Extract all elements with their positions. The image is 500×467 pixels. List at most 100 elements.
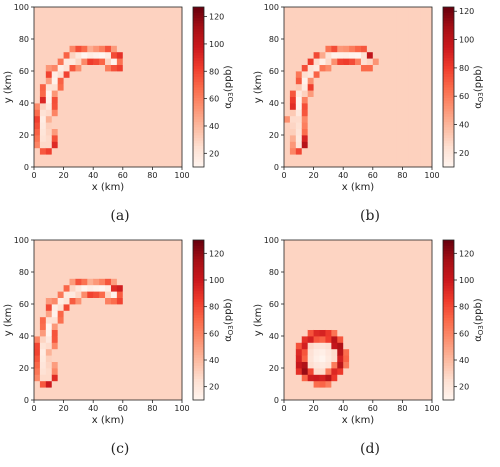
heatmap-cell (57, 58, 64, 65)
heatmap-cell (349, 45, 356, 53)
heatmap-cell (152, 154, 159, 161)
heatmap-cell (128, 342, 136, 350)
heatmap-cell (360, 240, 368, 247)
heatmap-cell (360, 39, 368, 46)
heatmap-cell (396, 310, 403, 318)
heatmap-cell (360, 323, 368, 330)
heatmap-cell (57, 246, 64, 254)
heatmap-cell (408, 380, 415, 388)
colorbar-segment (443, 301, 454, 305)
heatmap-cell (325, 284, 332, 292)
heatmap-cell (75, 109, 82, 117)
heatmap-cell (402, 291, 409, 298)
heatmap-cell (164, 259, 171, 266)
heatmap-cell (378, 380, 386, 388)
heatmap-cell (87, 278, 94, 286)
heatmap-cell (349, 103, 356, 110)
y-tick-label: 100 (264, 236, 279, 245)
heatmap-cell (343, 246, 350, 254)
heatmap-cell (75, 368, 82, 375)
heatmap-cell (146, 342, 153, 350)
heatmap-cell (355, 336, 362, 343)
heatmap-cell (349, 393, 356, 401)
heatmap-cell (152, 160, 159, 168)
colorbar-segment (443, 274, 454, 278)
heatmap-cell (69, 26, 76, 33)
heatmap-cell (116, 291, 124, 298)
heatmap-cell (93, 342, 100, 350)
heatmap-cell (319, 83, 326, 91)
heatmap-cell (426, 393, 433, 401)
heatmap-cell (414, 336, 421, 343)
heatmap-cell (122, 374, 130, 382)
heatmap-cell (87, 393, 94, 401)
heatmap-cell (87, 32, 94, 40)
heatmap-cell (63, 147, 70, 155)
heatmap-cell (39, 19, 47, 27)
heatmap-cell (301, 83, 309, 91)
heatmap-cell (81, 115, 88, 123)
heatmap-cell (360, 265, 368, 273)
heatmap-cell (295, 380, 303, 388)
heatmap-cell (140, 240, 147, 247)
heatmap-cell (176, 39, 183, 46)
heatmap-cell (63, 259, 70, 266)
heatmap-cell (349, 387, 356, 394)
heatmap-cell (99, 278, 106, 286)
heatmap-cell (384, 58, 391, 65)
colorbar-segment (443, 330, 454, 334)
colorbar-label: αO3(ppb) (473, 298, 485, 342)
colorbar-segment (443, 306, 454, 310)
heatmap-cell (331, 64, 338, 72)
plot-frame (283, 6, 433, 168)
heatmap-cell (57, 26, 64, 33)
heatmap-cell (45, 26, 53, 33)
heatmap-cell (176, 374, 183, 382)
heatmap-cell (372, 26, 380, 33)
heatmap-cell (51, 13, 59, 21)
y-tick-label: 20 (269, 131, 279, 140)
heatmap-cell (366, 342, 374, 350)
heatmap-cell (39, 355, 47, 362)
heatmap-cell (343, 387, 350, 394)
heatmap-cell (325, 393, 332, 401)
heatmap-cell (34, 83, 41, 91)
heatmap-cell (45, 348, 53, 356)
heatmap-cell (408, 329, 415, 337)
heatmap-cell (122, 160, 130, 168)
heatmap-cell (378, 64, 386, 72)
heatmap-cell (57, 103, 64, 110)
heatmap-cell (176, 387, 183, 394)
heatmap-cell (414, 26, 421, 33)
heatmap-cell (331, 361, 338, 369)
colorbar-segment (443, 7, 454, 11)
plot-frame (33, 239, 183, 401)
heatmap-cell (301, 71, 309, 78)
heatmap-cell (384, 252, 391, 260)
colorbar-segment (193, 346, 204, 350)
heatmap-cell (128, 39, 136, 46)
heatmap-cell (331, 147, 338, 155)
heatmap-cell (99, 336, 106, 343)
heatmap-cell (349, 265, 356, 273)
heatmap-cell (360, 7, 368, 14)
heatmap-cell (360, 115, 368, 123)
heatmap-cell (63, 323, 70, 330)
heatmap-cell (176, 259, 183, 266)
colorbar-tick-label: 60 (459, 92, 469, 101)
heatmap-cell (408, 387, 415, 394)
heatmap-cell (289, 32, 297, 40)
heatmap-cell (152, 304, 159, 311)
heatmap-cell (34, 51, 41, 59)
heatmap-cell (390, 32, 397, 40)
colorbar-segment (193, 253, 204, 257)
heatmap-cell (295, 368, 303, 375)
heatmap-cell (390, 284, 397, 292)
heatmap-cell (396, 393, 403, 401)
heatmap-cell (301, 342, 309, 350)
heatmap-cell (128, 272, 136, 279)
heatmap-cell (34, 387, 41, 394)
colorbar-segment (193, 373, 204, 377)
heatmap-cell (116, 51, 124, 59)
heatmap-cell (319, 128, 326, 136)
